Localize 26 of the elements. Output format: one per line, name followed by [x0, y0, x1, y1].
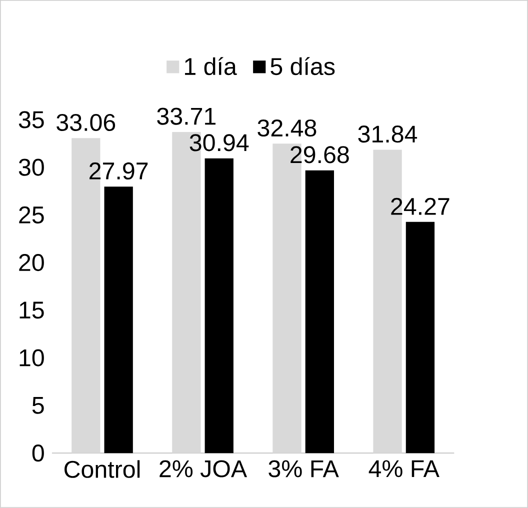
y-tick-label: 35: [18, 111, 44, 128]
x-tick-label: 4% FA: [368, 460, 440, 478]
data-label: 32.48: [258, 119, 316, 137]
data-label: 27.97: [90, 162, 148, 180]
legend-label: 1 día: [185, 57, 237, 76]
x-tick-label: 3% FA: [268, 460, 339, 478]
bar: [204, 158, 234, 454]
y-tick-label: 20: [19, 254, 44, 272]
legend-label: 5 días: [270, 57, 335, 76]
x-tick-label: 2% JOA: [160, 460, 248, 478]
y-tick-label: 10: [20, 349, 44, 366]
bar: [104, 186, 133, 454]
data-label: 31.84: [358, 126, 418, 143]
data-label: 33.06: [56, 114, 116, 132]
y-tick-label: 5: [32, 397, 44, 414]
y-tick-label: 25: [19, 206, 44, 224]
y-tick-label: 30: [18, 158, 44, 176]
x-tick-label: Control: [64, 460, 140, 478]
bar: [305, 170, 334, 454]
data-label: 29.68: [290, 146, 349, 164]
y-tick-label: 0: [32, 444, 44, 462]
data-label: 33.71: [157, 108, 216, 125]
data-label: 30.94: [190, 134, 249, 152]
bar: [406, 222, 435, 454]
data-label: 24.27: [391, 198, 450, 215]
y-tick-label: 15: [20, 302, 44, 319]
